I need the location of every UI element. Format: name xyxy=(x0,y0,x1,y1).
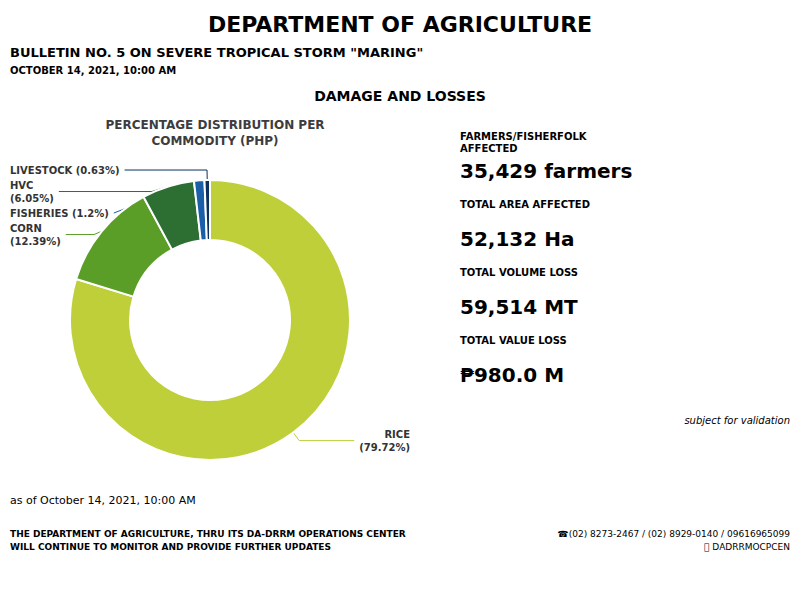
svg-text:THE DEPARTMENT OF AGRICULTURE,: THE DEPARTMENT OF AGRICULTURE, THRU ITS … xyxy=(10,529,406,539)
svg-text:TOTAL VOLUME LOSS: TOTAL VOLUME LOSS xyxy=(460,267,578,278)
svg-text:subject for validation: subject for validation xyxy=(684,415,790,426)
svg-text:OCTOBER 14, 2021, 10:00 AM: OCTOBER 14, 2021, 10:00 AM xyxy=(10,65,176,76)
svg-text:TOTAL AREA AFFECTED: TOTAL AREA AFFECTED xyxy=(460,199,590,210)
svg-text:COMMODITY (PHP): COMMODITY (PHP) xyxy=(151,134,278,148)
svg-text:FISHERIES (1.2%): FISHERIES (1.2%) xyxy=(10,208,109,219)
svg-text:(12.39%): (12.39%) xyxy=(10,236,61,247)
svg-text:(6.05%): (6.05%) xyxy=(10,193,54,204)
svg-text:TOTAL VALUE LOSS: TOTAL VALUE LOSS xyxy=(460,335,567,346)
svg-text:CORN: CORN xyxy=(10,223,42,234)
svg-text:AFFECTED: AFFECTED xyxy=(460,143,518,154)
svg-text:WILL CONTINUE TO MONITOR AND P: WILL CONTINUE TO MONITOR AND PROVIDE FUR… xyxy=(10,542,331,552)
svg-text: DADRRMOCPCEN:  DADRRMOCPCEN xyxy=(704,542,790,552)
svg-text:(79.72%): (79.72%) xyxy=(359,442,410,453)
svg-text:DEPARTMENT OF AGRICULTURE: DEPARTMENT OF AGRICULTURE xyxy=(208,12,592,37)
svg-text:☎(02) 8273-2467 / (02) 8929-01: ☎(02) 8273-2467 / (02) 8929-0140 / 09616… xyxy=(558,529,791,539)
svg-text:LIVESTOCK (0.63%): LIVESTOCK (0.63%) xyxy=(10,165,120,176)
svg-text:PERCENTAGE DISTRIBUTION PER: PERCENTAGE DISTRIBUTION PER xyxy=(105,118,324,132)
svg-text:RICE: RICE xyxy=(384,429,410,440)
svg-text:59,514 MT: 59,514 MT xyxy=(460,295,578,319)
svg-text:₱980.0 M: ₱980.0 M xyxy=(460,363,564,387)
svg-text:DAMAGE AND LOSSES: DAMAGE AND LOSSES xyxy=(314,88,486,104)
svg-text:as of October 14, 2021, 10:00: as of October 14, 2021, 10:00 AM xyxy=(10,494,196,507)
svg-text:HVC: HVC xyxy=(10,180,33,191)
svg-text:FARMERS/FISHERFOLK: FARMERS/FISHERFOLK xyxy=(460,131,588,142)
svg-text:BULLETIN NO. 5 ON SEVERE TROPI: BULLETIN NO. 5 ON SEVERE TROPICAL STORM … xyxy=(10,45,423,60)
svg-text:35,429 farmers: 35,429 farmers xyxy=(460,159,632,183)
svg-text:52,132 Ha: 52,132 Ha xyxy=(460,227,574,251)
